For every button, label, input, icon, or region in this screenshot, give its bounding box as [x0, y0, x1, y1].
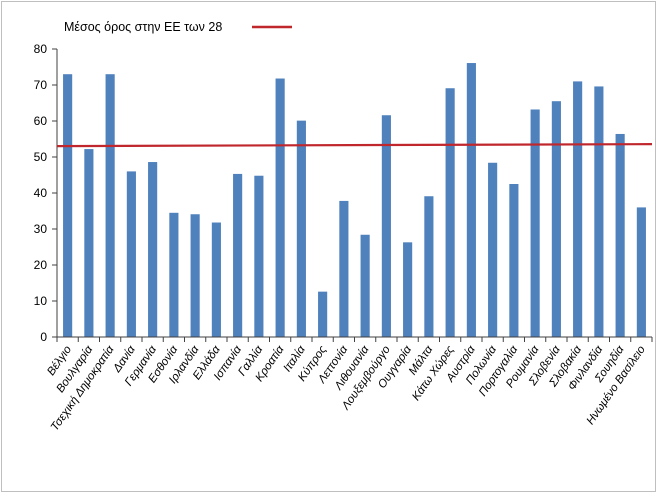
bar [488, 162, 498, 337]
bar [381, 115, 391, 338]
y-tick-label: 30 [34, 222, 48, 236]
legend-label: Μέσος όρος στην ΕΕ των 28 [64, 20, 222, 34]
bar [84, 149, 94, 337]
y-tick-label: 60 [34, 114, 48, 128]
bar [509, 184, 519, 337]
y-tick-label: 70 [34, 78, 48, 92]
reference-line [56, 143, 653, 148]
y-tick-label: 40 [34, 186, 48, 200]
bar [594, 86, 604, 337]
bar [424, 196, 434, 337]
y-tick-label: 80 [34, 42, 48, 56]
bar [126, 171, 136, 337]
bar [63, 74, 73, 337]
bar [615, 133, 625, 337]
bar [445, 88, 455, 338]
bar [530, 109, 540, 337]
reference-line-group [56, 143, 653, 148]
y-tick-label: 50 [34, 150, 48, 164]
y-axis: 0 10 20 30 40 50 60 70 80 [34, 42, 58, 344]
bar [573, 81, 583, 338]
bar [190, 214, 200, 337]
y-tick-label: 20 [34, 258, 48, 272]
bar [466, 63, 476, 337]
bar [318, 291, 328, 337]
bar [339, 200, 349, 337]
bar [360, 234, 370, 337]
bar [254, 175, 264, 337]
bar [551, 101, 561, 337]
bar [105, 74, 115, 337]
bar [296, 120, 306, 337]
y-tick-label: 0 [40, 330, 47, 344]
bar [403, 242, 413, 337]
bar [169, 212, 179, 337]
bar [211, 222, 221, 337]
bar [233, 173, 243, 337]
bar [275, 78, 285, 338]
bar [636, 207, 646, 337]
bar [148, 162, 158, 337]
legend: Μέσος όρος στην ΕΕ των 28 [64, 20, 292, 34]
y-tick-label: 10 [34, 294, 48, 308]
bars [63, 63, 646, 338]
